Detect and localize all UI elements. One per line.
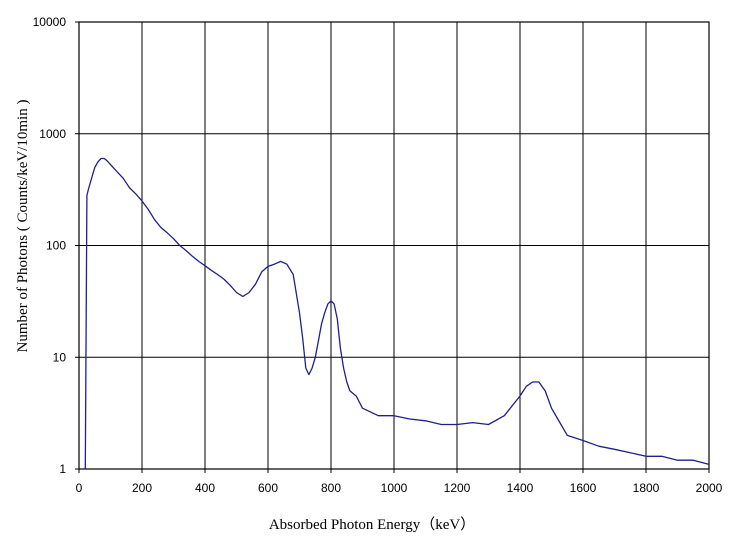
y-tick-label: 1000 (39, 127, 66, 141)
x-tick-label: 2000 (696, 481, 723, 495)
x-tick-label: 1800 (633, 481, 660, 495)
x-tick-label: 600 (258, 481, 278, 495)
series-line-0 (84, 157, 710, 470)
x-tick-label: 400 (195, 481, 215, 495)
x-axis-title: Absorbed Photon Energy（keV） (269, 516, 475, 533)
y-tick-label: 1 (59, 462, 66, 476)
y-axis-ticks: 1 10 100 1000 10000 (33, 15, 79, 476)
x-tick-label: 0 (76, 481, 83, 495)
y-tick-label: 100 (46, 239, 66, 253)
x-tick-label: 1600 (570, 481, 597, 495)
y-axis-title: Number of Photons ( Counts/keV/10min ) (15, 100, 31, 353)
x-tick-label: 200 (132, 481, 152, 495)
x-tick-label: 1200 (444, 481, 471, 495)
x-tick-label: 1000 (381, 481, 408, 495)
x-tick-label: 1400 (507, 481, 534, 495)
x-axis-ticks: 0 200 400 600 800 1000 1200 1400 1600 1800 2000 (76, 469, 723, 495)
x-tick-label: 800 (321, 481, 341, 495)
y-tick-label: 10 (53, 350, 67, 364)
series-layer (84, 157, 710, 470)
y-tick-label: 10000 (33, 15, 67, 29)
